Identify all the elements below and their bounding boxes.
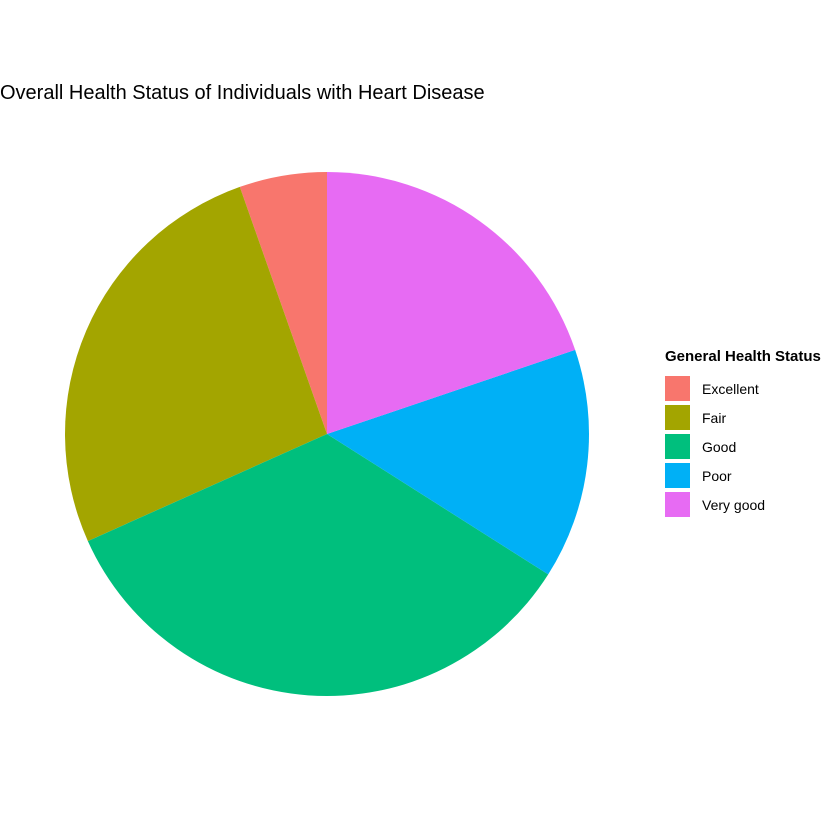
legend-key-excellent [665,376,690,401]
legend-key-good [665,434,690,459]
legend-item-fair: Fair [665,403,821,432]
legend-label-good: Good [702,438,737,455]
pie-slice-good [87,434,549,696]
legend-key-very-good [665,492,690,517]
legend-item-very-good: Very good [665,490,821,519]
legend-item-poor: Poor [665,461,821,490]
legend-item-excellent: Excellent [665,374,821,403]
legend-key-poor [665,463,690,488]
legend: General Health Status Excellent Fair Good P… [665,348,821,519]
pie-slice-poor [327,349,589,575]
legend-label-very-good: Very good [702,496,766,513]
legend-label-poor: Poor [702,467,732,484]
legend-key-fair [665,405,690,430]
legend-label-excellent: Excellent [702,380,759,397]
chart-title: Overall Health Status of Individuals wit… [0,82,485,104]
pie-slice-very-good [327,172,576,434]
legend-items: Excellent Fair Good Poor Very good [665,374,821,519]
pie-slices [65,172,589,696]
legend-title: General Health Status [665,348,821,365]
legend-item-good: Good [665,432,821,461]
pie-slice-excellent [239,172,327,434]
legend-label-fair: Fair [702,409,727,426]
pie-slice-fair [65,186,328,542]
